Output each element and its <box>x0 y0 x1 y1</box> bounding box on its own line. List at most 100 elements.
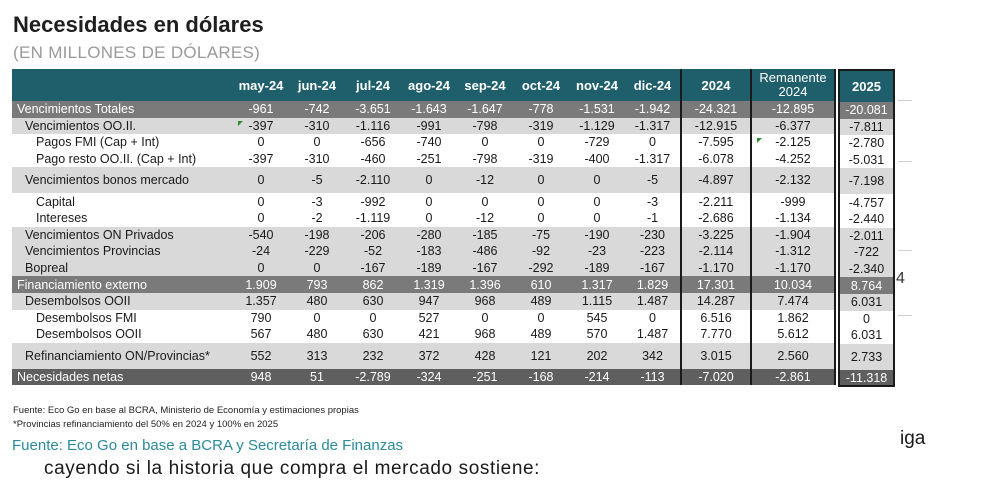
value-cell: 121 <box>513 342 569 369</box>
value-cell: -397 <box>233 150 289 168</box>
value-cell-2025: -7.198 <box>839 168 894 195</box>
value-cell-2025: -4.757 <box>839 194 894 211</box>
table-row: Vencimientos ON Privados -540 -198 -206 -280… <box>12 226 895 244</box>
value-cell: 790 <box>233 309 289 327</box>
column-header: Remanente 2024 <box>750 69 836 101</box>
value-cell: -292 <box>513 259 569 277</box>
column-header: 2024 <box>680 69 751 101</box>
value-cell: -991 <box>401 117 457 135</box>
value-cell: -1.119 <box>345 209 401 227</box>
value-cell: 527 <box>401 309 457 327</box>
value-cell: -397 <box>233 117 289 135</box>
value-cell: -230 <box>625 226 681 244</box>
value-cell: -656 <box>345 134 401 151</box>
value-cell: 7.770 <box>680 326 751 343</box>
table-row: 2.733 <box>839 343 894 370</box>
value-cell: -729 <box>569 134 625 151</box>
value-cell: -24.321 <box>680 101 751 118</box>
table-row: 8.764 <box>839 277 894 294</box>
footnote-provinces: *Provincias refinanciamiento del 50% en … <box>13 419 279 430</box>
value-cell: 0 <box>401 209 457 227</box>
value-cell: -229 <box>289 243 345 260</box>
value-cell: 968 <box>457 292 513 310</box>
value-cell: -1.129 <box>569 117 625 135</box>
value-cell: -2.789 <box>345 368 401 386</box>
value-cell: 0 <box>401 193 457 210</box>
row-label: Desembolsos OOII <box>12 326 233 343</box>
footnote-sources: Fuente: Eco Go en base al BCRA, Minister… <box>13 405 359 416</box>
row-label: Vencimientos Totales <box>12 101 233 118</box>
value-cell: 0 <box>457 193 513 210</box>
value-cell: 0 <box>513 167 569 194</box>
value-cell: 17.301 <box>680 276 751 293</box>
row-label: Desembolsos OOII <box>12 292 233 310</box>
table-row: Pago resto OO.II. (Cap + Int) -397 -310 -46… <box>12 150 895 168</box>
value-cell: 10.034 <box>750 276 836 293</box>
value-cell: 7.474 <box>750 292 836 310</box>
value-cell: 552 <box>233 342 289 369</box>
value-cell-2025: -2.340 <box>839 260 894 278</box>
value-cell: -798 <box>457 150 513 168</box>
value-cell: 489 <box>513 326 569 343</box>
row-label: Vencimientos bonos mercado <box>12 167 233 194</box>
value-cell: 1.487 <box>625 292 681 310</box>
value-cell: -251 <box>457 368 513 386</box>
value-cell: 1.862 <box>750 309 836 327</box>
value-cell: -2.132 <box>750 167 836 194</box>
value-cell: -3 <box>625 193 681 210</box>
value-cell: 793 <box>289 276 345 293</box>
table-row: -7.811 <box>839 118 894 136</box>
row-label: Pago resto OO.II. (Cap + Int) <box>12 150 233 168</box>
value-cell: -280 <box>401 226 457 244</box>
value-cell: -2.110 <box>345 167 401 194</box>
value-cell: -2.861 <box>750 368 836 386</box>
needs-table: may-24 jun-24 jul-24 ago-24 sep-24 oct-24 nov-… <box>12 69 895 386</box>
value-cell: -185 <box>457 226 513 244</box>
row-label: Intereses <box>12 209 233 227</box>
row-label: Desembolsos FMI <box>12 309 233 327</box>
value-cell: -1.643 <box>401 101 457 118</box>
value-cell: -1.312 <box>750 243 836 260</box>
value-cell: -3.225 <box>680 226 751 244</box>
value-cell: -1.647 <box>457 101 513 118</box>
value-cell-2025: -2.011 <box>839 227 894 245</box>
value-cell: -12 <box>457 167 513 194</box>
table-header-row: may-24 jun-24 jul-24 ago-24 sep-24 oct-24 nov-… <box>12 69 895 101</box>
value-cell: 947 <box>401 292 457 310</box>
table-row: Desembolsos OOII 567 480 630 421 968 489 570 1.4… <box>12 326 895 343</box>
value-cell-2025: -11.318 <box>839 369 894 387</box>
divider <box>898 250 912 251</box>
value-cell: -2.114 <box>680 243 751 260</box>
row-label: Capital <box>12 193 233 210</box>
value-cell: 0 <box>289 259 345 277</box>
value-cell: -1.531 <box>569 101 625 118</box>
value-cell: 862 <box>345 276 401 293</box>
value-cell: -1.317 <box>625 117 681 135</box>
value-cell-2025: 6.031 <box>839 293 894 311</box>
value-cell: -486 <box>457 243 513 260</box>
value-cell-2025: -722 <box>839 244 894 261</box>
value-cell: -540 <box>233 226 289 244</box>
table-row: -5.031 <box>839 151 894 169</box>
value-cell: 51 <box>289 368 345 386</box>
value-cell: -206 <box>345 226 401 244</box>
value-cell: -2 <box>289 209 345 227</box>
table-row: -11.318 <box>839 369 894 387</box>
divider <box>898 161 912 162</box>
value-cell: -23 <box>569 243 625 260</box>
value-cell: 610 <box>513 276 569 293</box>
article-text: cayendo si la historia que compra el mer… <box>44 458 541 479</box>
row-label: Vencimientos ON Privados <box>12 226 233 244</box>
value-cell: -742 <box>289 101 345 118</box>
value-cell: -6.078 <box>680 150 751 168</box>
value-cell: 570 <box>569 326 625 343</box>
value-cell: -798 <box>457 117 513 135</box>
table-row: 6.031 <box>839 293 894 311</box>
table-row: -2.011 <box>839 227 894 245</box>
table-row: 6.031 <box>839 327 894 344</box>
value-cell: -190 <box>569 226 625 244</box>
value-cell: 1.319 <box>401 276 457 293</box>
table-row: Desembolsos OOII 1.357 480 630 947 968 489 1.11… <box>12 292 895 310</box>
value-cell: -992 <box>345 193 401 210</box>
value-cell-2025: 6.031 <box>839 327 894 344</box>
